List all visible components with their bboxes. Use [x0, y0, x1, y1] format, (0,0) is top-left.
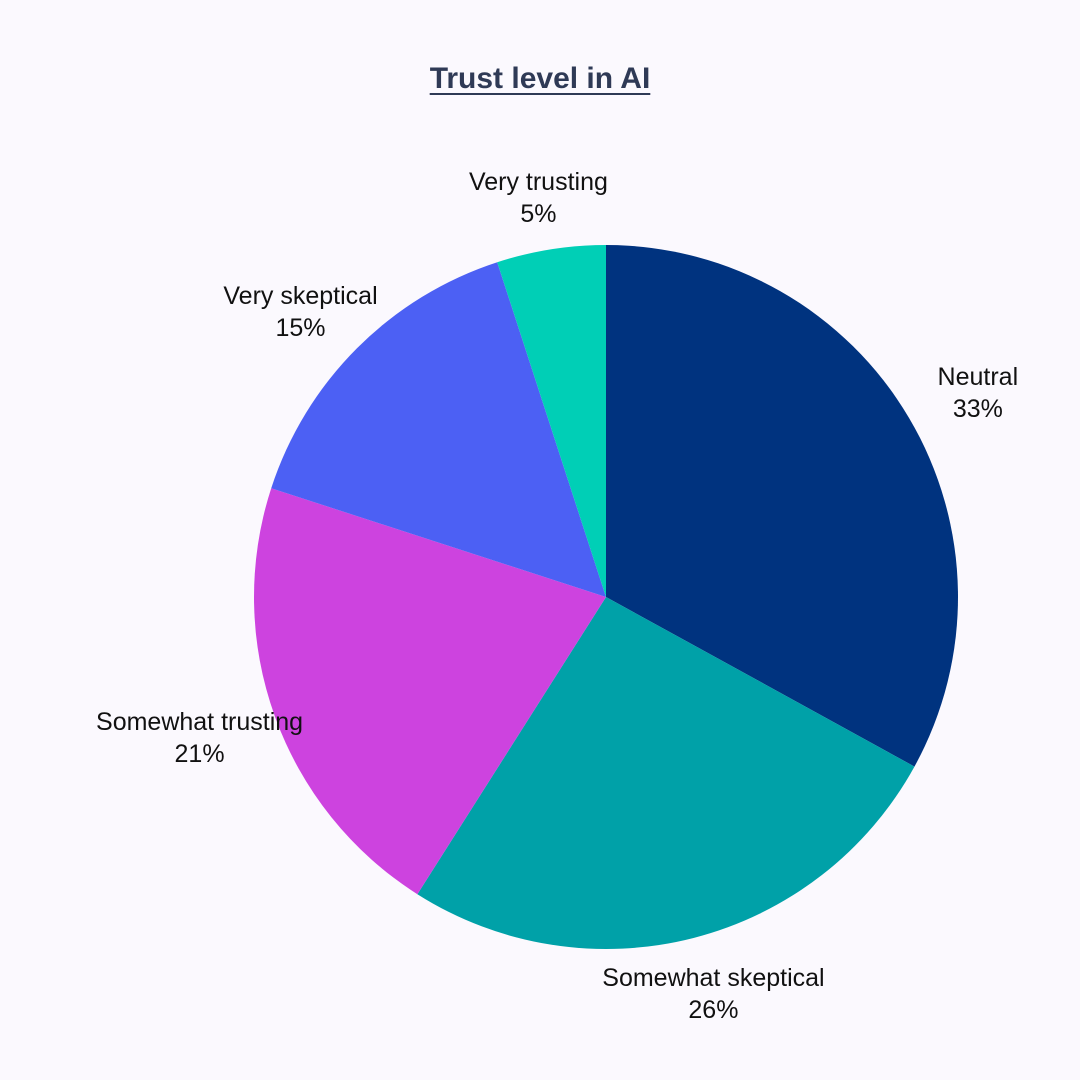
slice-label-neutral: Neutral 33% — [938, 363, 1019, 423]
slice-value-label: 15% — [276, 314, 326, 342]
chart-title: Trust level in AI — [429, 62, 651, 95]
slice-value-label: 26% — [688, 996, 738, 1024]
slice-somewhat-trusting — [254, 488, 606, 895]
slice-somewhat-skeptical — [417, 597, 915, 950]
slice-category-label: Very skeptical — [223, 282, 377, 310]
slice-very-trusting — [497, 245, 606, 597]
slice-label-somewhat-skeptical: Somewhat skeptical 26% — [602, 964, 824, 1024]
slice-value-label: 21% — [175, 740, 225, 768]
slice-value-label: 33% — [953, 395, 1003, 423]
slice-category-label: Somewhat trusting — [96, 708, 303, 736]
pie-slices — [254, 245, 958, 950]
slice-label-very-trusting: Very trusting 5% — [469, 168, 608, 228]
slice-category-label: Neutral — [938, 363, 1019, 391]
slice-label-very-skeptical: Very skeptical 15% — [223, 282, 377, 342]
slice-label-somewhat-trusting: Somewhat trusting 21% — [96, 708, 303, 768]
slice-neutral — [606, 245, 958, 767]
slice-category-label: Somewhat skeptical — [602, 964, 824, 992]
slice-value-label: 5% — [520, 200, 556, 228]
slice-category-label: Very trusting — [469, 168, 608, 196]
slice-very-skeptical — [271, 262, 606, 597]
